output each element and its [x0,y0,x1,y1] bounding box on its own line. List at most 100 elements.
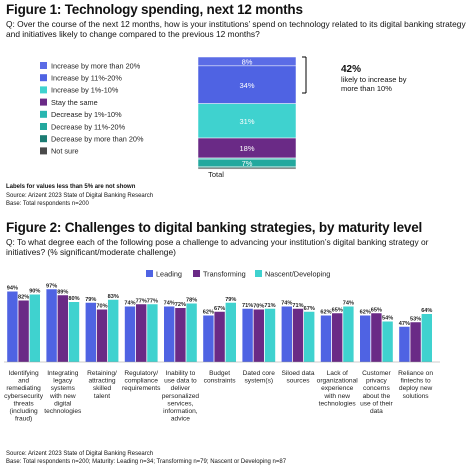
figure2-bar [371,313,382,362]
figure2-bar-label: 64% [421,308,432,314]
figure2-bar [264,308,276,362]
figure2-bar-label: 83% [108,294,119,300]
figure2-bar-label: 77% [147,298,158,304]
figure2-category-label: Integrating legacy systems with new digital t… [44,370,82,415]
figure1-callout-text-2: more than 10% [341,84,392,93]
figure2-bar [343,306,354,362]
figure2-category-label: Budget constraints [204,370,237,385]
figure1-legend-label: Decrease by 1%-10% [51,110,122,119]
figure1-legend-label: Increase by 11%-20% [51,74,122,83]
figure2-bar-label: 67% [304,306,315,312]
figure2-bar [18,300,29,362]
figure2-chart: Leading Transforming Nascent/Developing 94… [4,269,440,423]
figure1-legend-label: Increase by 1%-10% [51,86,119,95]
figure1-question: Q: Over the course of the next 12 months… [6,19,466,40]
figure2-bar [421,314,432,362]
figure2-bar [57,295,68,362]
figure1-legend-swatch [40,98,47,106]
figure2-bar [164,306,175,362]
figure2-bar-label: 72% [175,302,186,308]
figure2-bar [242,308,253,362]
figure1-labels-note: Labels for values less than 5% are not s… [6,184,136,190]
figure2-question: Q: To what degree each of the following … [6,237,429,258]
figure2-category-label: Customer privacy concerns about the use of t… [360,370,393,415]
figure2-bar [292,308,304,362]
figure2-bar-label: 74% [124,301,135,307]
figure2-bar [214,311,225,362]
figure2-bars: 94%82%90%97%89%80% 79%70%83%74% 77% 77% 74% 7… [7,283,432,362]
figure1-segment-label: 31% [239,117,254,126]
figure2-bar-label: 74% [164,301,175,307]
figure2-bar [304,311,315,362]
figure1-chart: Increase by more than 20% Increase by 11%… [40,56,407,179]
figure2-category-label: Lack of organizational experience with new t… [317,370,359,407]
figure2-bar [203,315,214,362]
figure1-source: Source: Arizent 2023 State of Digital Ba… [6,193,154,199]
figure2-category-label: Identifying and remediating cybersecurity th… [4,370,44,423]
figure2-bar-label: 94% [7,286,18,292]
figure1-legend-label: Increase by more than 20% [51,61,141,70]
figure2-legend-swatch [146,270,153,277]
figure1-legend-swatch [40,86,47,94]
figure2-bar-label: 77% [136,298,147,304]
figure1-legend-swatch [40,123,47,130]
figure2-legend-label: Transforming [203,269,246,278]
figure2-bar-label: 71% [242,303,253,309]
figure2-bar-label: 67% [214,306,225,312]
figure2-bar-label: 62% [203,310,214,316]
figure2-bar-label: 79% [85,297,96,303]
figure2-bar [410,322,421,362]
figure2-bar [186,303,197,362]
figure2-bar-label: 90% [29,289,40,295]
figure2-bar [281,306,292,362]
figure2-bar-label: 74% [281,301,292,307]
figure2-title: Figure 2: Challenges to digital banking … [6,220,423,235]
figure1-callout-text-1: likely to increase by [341,75,407,84]
figure1-legend-label: Not sure [51,147,79,156]
figure2-bar [68,302,80,362]
figure2-bar-label: 78% [186,298,197,304]
figure2-category-label: Reliance on fintechs to deploy new solution… [398,370,433,400]
figure2-category-labels: Identifying and remediating cybersecurity th… [4,370,433,423]
figure2-category-label: Regulatory/compliance requirements [122,370,161,392]
figure1-category-label: Total [208,170,224,179]
figure2-bar-label: 70% [253,304,264,310]
figure2-bar-label: 54% [382,316,393,322]
figure2-bar-label: 89% [57,289,68,295]
figure1-legend-swatch [40,147,47,155]
figure2-legend: Leading Transforming Nascent/Developing [146,269,330,278]
figure2-bar [96,309,108,362]
figure2-bar-label: 97% [46,283,57,289]
figure2-bar-label: 71% [292,303,303,309]
figure2-bar [108,299,119,362]
figure1-legend-label: Decrease by 11%-20% [51,122,126,131]
figure1-legend-swatch [40,135,47,143]
figure1-legend-swatch [40,110,47,118]
figure1-legend-label: Decrease by more than 20% [51,135,144,144]
figure2-bar [124,306,136,362]
figure2-bar [382,321,393,362]
figure2-bar [136,304,147,362]
figure2-legend-label: Nascent/Developing [265,269,330,278]
figure2-bar-label: 53% [410,316,421,322]
figure2-bar-label: 70% [96,304,107,310]
figure2-legend-swatch [193,270,200,277]
figure2-bar [7,291,18,362]
figure1-segment-label: 34% [239,81,254,90]
figure2-bar [399,326,410,362]
figure2-bar-label: 82% [18,295,29,301]
figure1-legend-swatch [40,74,47,82]
figure2-category-label: Siloed data sources [282,370,315,385]
figure1-legend: Increase by more than 20% Increase by 11%… [40,61,144,156]
figure2-bar-label: 79% [225,297,236,303]
figure2-bar [360,315,371,362]
figure2-bar [85,302,96,362]
figure2-bar [320,315,332,362]
figure2-bar [253,309,264,362]
figure2-category-label: Retaining/attracting skilled talent [87,370,117,400]
figure2-bar-label: 74% [343,301,354,307]
figure2-bar [175,308,186,362]
figure2-category-label: Dated core system(s) [243,370,276,385]
figure2-bar-label: 62% [360,310,371,316]
figure1-legend-label: Stay the same [51,98,98,107]
